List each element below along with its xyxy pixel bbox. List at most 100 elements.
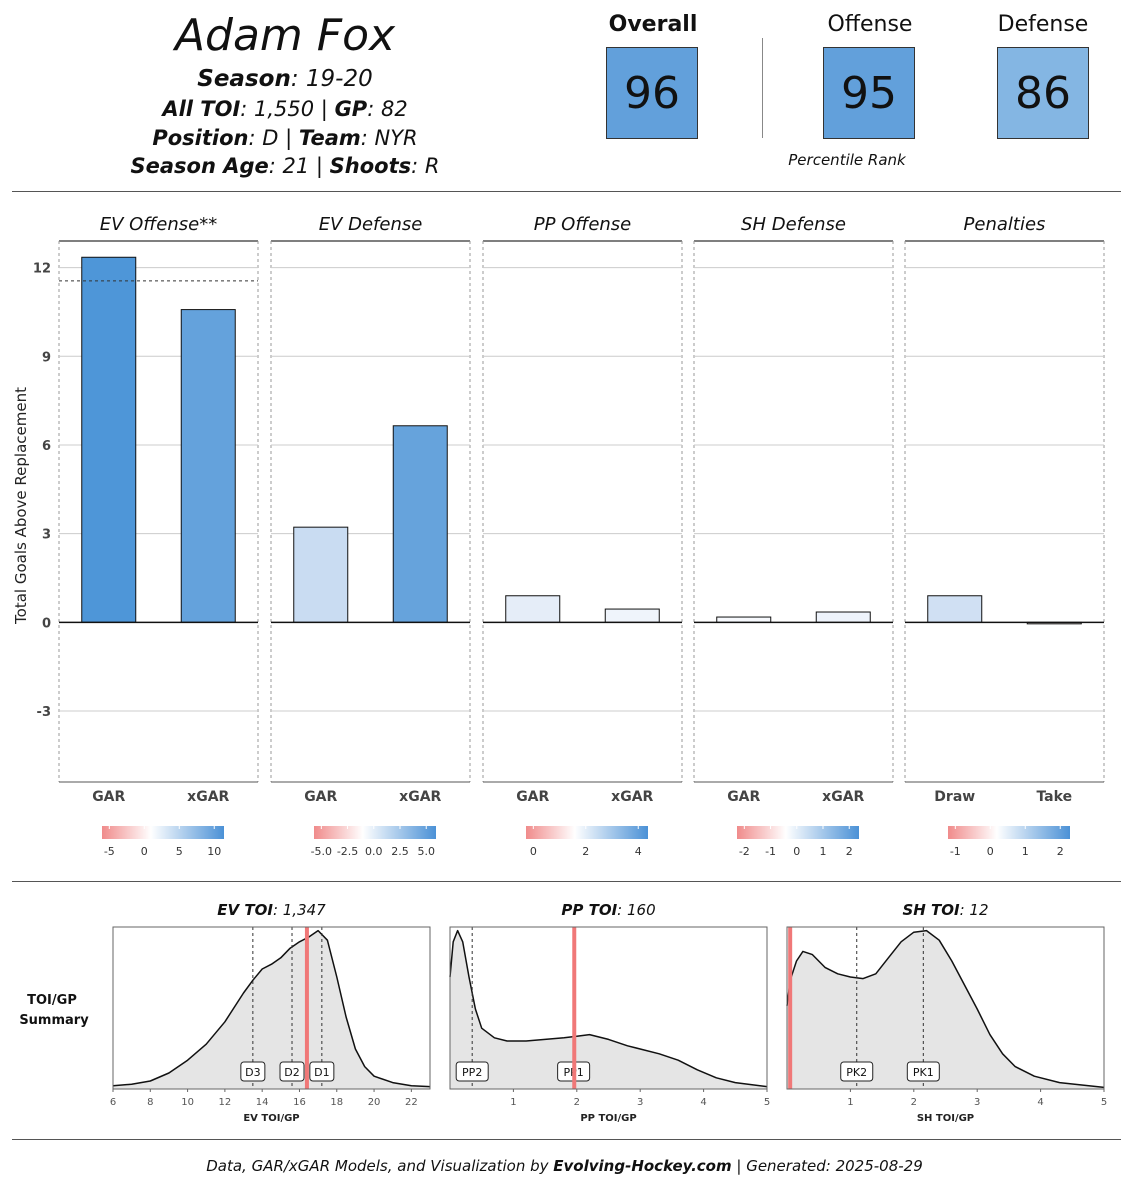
marker-label-box (455, 1061, 489, 1082)
legend-tick-label: 2.5 (391, 845, 409, 858)
legend-tick-label: -2.5 (337, 845, 358, 858)
panel-ev-offense: EV Offense** GAR xGAR -5 0 5 10 (58, 214, 259, 858)
footer-brand: Evolving-Hockey.com (553, 1157, 732, 1175)
x-axis-label: EV TOI/GP (243, 1113, 299, 1124)
x-tick-label: 2 (574, 1097, 580, 1108)
divider-top (12, 191, 1121, 192)
bar-xgar (392, 425, 448, 623)
legend-tick-label: -1 (765, 845, 776, 858)
marker-label: D2 (284, 1066, 299, 1079)
legend-tick-label: -5 (104, 845, 115, 858)
player-info: Adam Fox Season: 19-20 All TOI: 1,550 | … (90, 8, 480, 180)
legend-tick-label: -2 (739, 845, 750, 858)
y-tick-label: 0 (42, 616, 51, 631)
legend-colorbar (102, 826, 224, 839)
toi-panel-frame (786, 926, 1105, 1090)
gar-bar-chart: Total Goals Above Replacement-3036912EV … (12, 214, 1105, 858)
legend-tick-label: 2 (1057, 845, 1064, 858)
y-tick-label: 6 (42, 439, 51, 454)
legend-tick-label: 1 (820, 845, 827, 858)
bar-gar (81, 256, 137, 623)
legend-tick-label: 5 (176, 845, 183, 858)
toi-panel-frame (449, 926, 768, 1090)
legend-tick-label: 4 (635, 845, 642, 858)
panel-sh-defense: SH Defense GAR xGAR -2 -1 0 1 2 (693, 214, 894, 858)
x-tick-label: 6 (110, 1097, 116, 1108)
legend-tick-label: 5.0 (417, 845, 435, 858)
divider-bottom (12, 1139, 1121, 1140)
defense-rating-value: 86 (1015, 67, 1071, 119)
x-tick-label: xGAR (611, 789, 653, 805)
legend-tick-label: 0 (987, 845, 994, 858)
y-tick-label: -3 (37, 705, 51, 720)
legend-tick-label: 2 (846, 845, 853, 858)
x-tick-label: Take (1036, 789, 1072, 805)
y-tick-label: 9 (42, 350, 51, 365)
legend-tick-label: 0 (141, 845, 148, 858)
footer: Data, GAR/xGAR Models, and Visualization… (206, 1157, 923, 1175)
marker-label-box (906, 1061, 940, 1082)
player-name: Adam Fox (174, 10, 396, 61)
legend-colorbar (948, 826, 1070, 839)
x-tick-label: 22 (405, 1097, 418, 1108)
legend-colorbar (526, 826, 648, 839)
legend-tick-label: 2 (582, 845, 589, 858)
x-tick-label: 1 (847, 1097, 853, 1108)
panel-title: EV Offense** (100, 214, 218, 235)
toi-panel-title: SH TOI: 12 (902, 901, 988, 919)
legend-tick-label: 10 (207, 845, 221, 858)
x-tick-label: 5 (764, 1097, 770, 1108)
x-tick-label: GAR (92, 789, 125, 805)
legend-tick-label: -1 (950, 845, 961, 858)
x-tick-label: 12 (219, 1097, 232, 1108)
x-tick-label: 18 (330, 1097, 343, 1108)
y-tick-label: 3 (42, 528, 51, 543)
legend-colorbar (737, 826, 859, 839)
density-line (449, 929, 768, 1088)
toi-panel-pp-toi: PP TOI: 160PP2PP112345PP TOI/GP (449, 901, 770, 1124)
density-area (450, 930, 767, 1089)
panel-ev-defense: EV Defense GAR xGAR -5.0 -2.5 0.0 2.5 5.0 (270, 214, 471, 858)
bar-xgar (180, 309, 236, 623)
marker-label-box (840, 1061, 874, 1082)
defense-label: Defense (997, 12, 1089, 37)
offense-label: Offense (827, 12, 913, 37)
bar-draw (927, 595, 983, 623)
y-tick-label: 12 (33, 262, 51, 277)
x-tick-label: xGAR (822, 789, 864, 805)
legend-tick-label: 1 (1022, 845, 1029, 858)
x-tick-label: 5 (1101, 1097, 1107, 1108)
density-line (786, 929, 1105, 1089)
panel-title: Penalties (964, 214, 1046, 235)
marker-label: PK2 (846, 1066, 867, 1079)
x-tick-label: xGAR (399, 789, 441, 805)
x-tick-label: xGAR (187, 789, 229, 805)
x-tick-label: 14 (256, 1097, 269, 1108)
x-tick-label: GAR (304, 789, 337, 805)
marker-label-box (309, 1061, 335, 1082)
toi-panel-ev-toi: EV TOI: 1,347 D3 D2 D1 6 8 10 12 14 16 18 20 22 EV TO… (110, 901, 431, 1124)
bar-gar (505, 595, 561, 623)
x-tick-label: GAR (727, 789, 760, 805)
marker-label-box (279, 1061, 305, 1082)
x-tick-label: 1 (510, 1097, 516, 1108)
position-line: Position: D | Team: NYR (152, 126, 418, 150)
x-tick-label: Draw (934, 789, 975, 805)
toi-line: All TOI: 1,550 | GP: 82 (162, 97, 408, 121)
toi-panel-frame (112, 926, 431, 1090)
marker-label: D3 (245, 1066, 260, 1079)
legend-colorbar (314, 826, 436, 839)
panel-title: SH Defense (741, 214, 846, 235)
age-line: Season Age: 21 | Shoots: R (130, 154, 440, 178)
ratings-divider (762, 38, 763, 138)
y-axis-label: Total Goals Above Replacement (12, 387, 30, 625)
x-tick-label: 4 (1037, 1097, 1043, 1108)
toi-panel-sh-toi: SH TOI: 12 PK2 PK1 1 2 3 4 5 SH TOI/GP (786, 901, 1107, 1124)
legend-tick-label: 0.0 (365, 845, 383, 858)
panel-title: PP Offense (534, 214, 632, 235)
panel-pp-offense: PP Offense GAR xGAR 0 2 4 (482, 214, 683, 858)
x-axis-label: SH TOI/GP (917, 1113, 974, 1124)
marker-label: PP2 (462, 1066, 482, 1079)
legend-tick-label: 0 (793, 845, 800, 858)
